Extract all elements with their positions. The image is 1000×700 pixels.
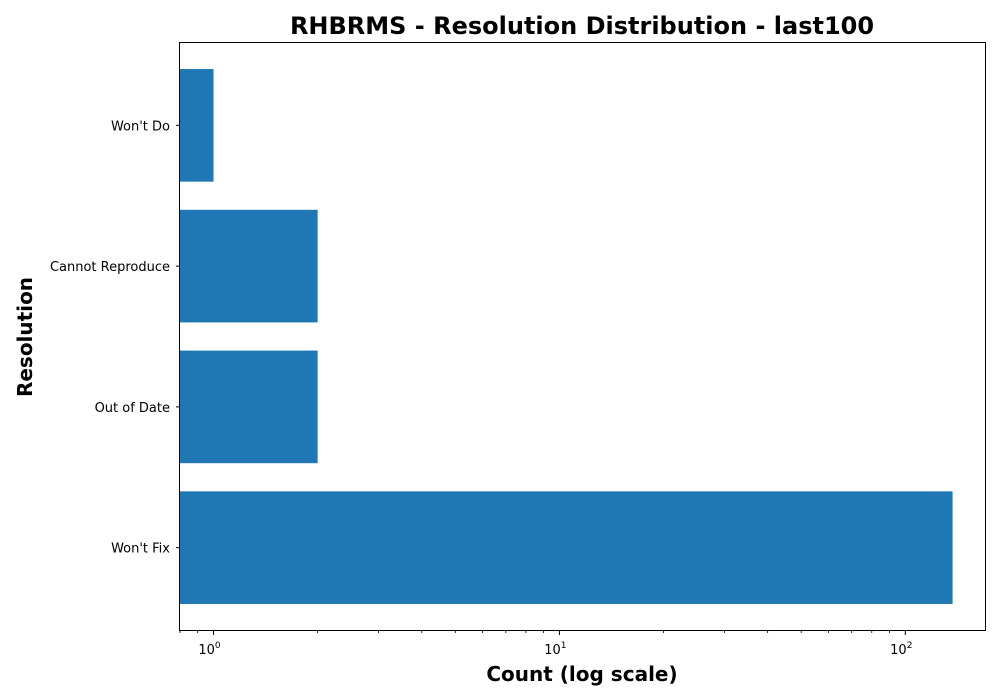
x-tick-label: 101 [544, 641, 566, 658]
x-axis-label: Count (log scale) [486, 662, 677, 686]
bars-group [180, 69, 953, 604]
x-axis-ticks: 100 101 102 [179, 630, 912, 658]
y-tick-label: Out of Date [95, 401, 170, 416]
y-axis-label: Resolution [13, 277, 37, 397]
bar [180, 69, 214, 182]
chart-title: RHBRMS - Resolution Distribution - last1… [290, 12, 874, 40]
bar [180, 350, 318, 464]
y-tick-label: Won't Fix [111, 542, 170, 557]
y-axis-ticks: Won't Do Cannot Reproduce Out of Date Won't… [50, 119, 180, 557]
bar [180, 209, 318, 323]
y-tick-label: Won't Do [111, 119, 170, 134]
plot-frame [179, 42, 986, 631]
y-tick-label: Cannot Reproduce [50, 260, 170, 275]
x-tick-label: 102 [890, 641, 912, 658]
x-tick-label: 100 [198, 641, 221, 658]
bar [180, 491, 953, 604]
